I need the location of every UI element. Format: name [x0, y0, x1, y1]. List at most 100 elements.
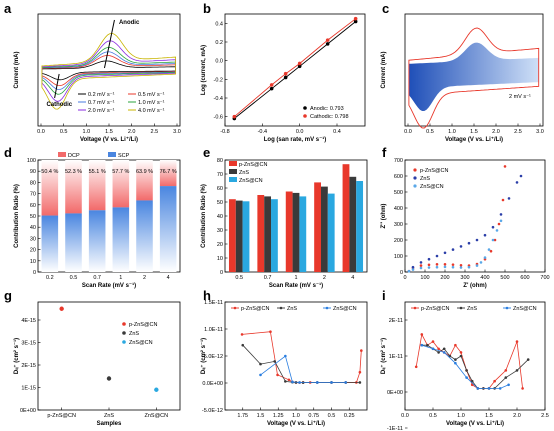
- panel-h: h 1.75 1.5 1.25 1.0 0.75 0.5 0.25 -5.0E-12 0.0E+0…: [200, 288, 368, 427]
- x-tick-label: 600: [520, 275, 529, 281]
- legend-label: ZnS@CN: [420, 184, 444, 190]
- data-point: [515, 369, 519, 372]
- y-tick-label: -1E-11: [387, 426, 403, 431]
- x-axis-label: Z' (ohm): [463, 283, 486, 289]
- dcp-bar: [159, 160, 177, 187]
- data-point: [283, 75, 288, 80]
- legend-marker: [413, 176, 417, 180]
- data-point: [451, 265, 455, 269]
- legend-label: 1.0 mV s⁻¹: [138, 100, 165, 106]
- y-tick-label: 2E-11: [389, 318, 403, 324]
- x-tick-label: 2.5: [541, 413, 549, 419]
- data-point: [431, 340, 435, 343]
- y-tick-label: 10: [217, 256, 223, 262]
- x-tick-label: -0.4: [258, 129, 267, 135]
- data-point: [358, 381, 362, 384]
- panel-i: i 0.0 0.5 1.0 1.5 2.0 2.5 -1E-11 0E+00 1E-11 2E-11…: [380, 288, 549, 431]
- legend-marker: [122, 340, 126, 344]
- data-point: [459, 351, 463, 354]
- data-point: [491, 238, 495, 242]
- legend-swatch: [229, 169, 237, 174]
- data-point: [273, 360, 277, 363]
- panel-e: e 0 10 20 30 40 50 60 70 80 0.5 0.7 1 2 4 Scan Rate (mV…: [201, 145, 368, 289]
- data-point: [431, 347, 435, 351]
- legend-label: ZnS: [239, 170, 249, 176]
- data-point: [507, 383, 510, 387]
- data-point: [241, 343, 245, 347]
- data-point: [344, 381, 348, 384]
- x-tick-label: 0.5: [60, 129, 68, 135]
- data-label: 57.7 %: [112, 169, 129, 175]
- data-point: [154, 387, 159, 392]
- x-tick-label: 3.0: [536, 129, 544, 135]
- scp-bar: [136, 200, 153, 272]
- data-point: [479, 261, 483, 264]
- data-label: 76.7 %: [160, 169, 177, 175]
- scp-bar: [41, 215, 59, 272]
- annotation-text: Anodic: [119, 20, 140, 26]
- data-point: [467, 265, 471, 269]
- data-point: [465, 376, 468, 379]
- x-tick-label: 0.5: [70, 275, 78, 281]
- x-tick-label: 2.5: [514, 129, 522, 135]
- data-point: [420, 343, 424, 347]
- data-label: 55.1 %: [89, 169, 106, 175]
- y-tick-label: -0.6: [214, 115, 223, 121]
- data-point: [297, 61, 302, 66]
- y-tick-label: 500: [394, 190, 403, 196]
- y-tick-label: 50: [30, 214, 36, 220]
- legend-label: ZnS@CN: [129, 340, 153, 346]
- legend-label: 0.5 mV s⁻¹: [138, 92, 165, 98]
- x-tick-label: 500: [500, 275, 509, 281]
- y-tick-label: 200: [394, 238, 403, 244]
- bar: [320, 186, 328, 272]
- y-tick-label: 60: [30, 203, 36, 209]
- legend-label: SCP: [118, 153, 130, 159]
- legend-label: Anodic: 0.793: [310, 106, 344, 112]
- panel-label: i: [382, 288, 386, 303]
- data-point: [475, 238, 479, 242]
- x-axis-label: Log (san rate, mV s⁻¹): [264, 136, 327, 143]
- plot-frame: [37, 301, 181, 411]
- data-point: [504, 376, 508, 379]
- y-axis-label: Dₗᵢ⁺ (cm² s⁻¹): [13, 338, 20, 374]
- panel-label: h: [203, 288, 211, 303]
- x-axis-label: Voltage (V vs. Li⁺/Li): [267, 420, 325, 427]
- annotation-text: Cathodic: [46, 102, 72, 108]
- dcp-bar: [112, 160, 130, 208]
- cv-curve: [41, 51, 176, 90]
- legend-marker: [413, 168, 417, 172]
- legend-label: 2.0 mV s⁻¹: [88, 108, 115, 114]
- scp-bar: [112, 207, 130, 272]
- x-tick-label: 1.0: [448, 129, 456, 135]
- x-tick-label: 1.25: [273, 413, 284, 419]
- dcp-bar: [88, 160, 106, 211]
- data-point: [459, 266, 463, 269]
- data-point: [419, 266, 423, 270]
- data-point: [493, 238, 497, 242]
- panel-a: a 0.0 0.5 1.0 1.5 2.0 2.5 3.0 Voltage (V vs. Li⁺…: [4, 1, 181, 143]
- y-tick-label: 10: [30, 259, 36, 265]
- data-point: [459, 263, 463, 267]
- data-point: [407, 269, 411, 273]
- y-tick-label: 5.0E-12: [204, 354, 223, 360]
- data-point: [443, 265, 447, 269]
- x-tick-label: 4: [167, 275, 170, 281]
- legend-label: ZnS: [420, 176, 430, 182]
- data-point: [467, 241, 471, 245]
- y-tick-label: 0E+00: [20, 408, 36, 414]
- y-tick-label: 30: [217, 228, 223, 234]
- data-point: [259, 373, 262, 377]
- x-tick-label: 0.0: [296, 129, 304, 135]
- x-axis-label: Samples: [97, 421, 122, 427]
- data-point: [491, 225, 495, 229]
- bar: [342, 164, 350, 272]
- data-point: [316, 381, 319, 384]
- panel-label: e: [203, 145, 210, 160]
- x-tick-label: 0.25: [344, 413, 355, 419]
- y-tick-label: 1.5E-11: [204, 300, 223, 306]
- data-point: [498, 387, 502, 390]
- legend-label: p-ZnS@CN: [239, 162, 268, 168]
- data-point: [501, 198, 505, 202]
- x-tick-label: 0.7: [264, 275, 272, 281]
